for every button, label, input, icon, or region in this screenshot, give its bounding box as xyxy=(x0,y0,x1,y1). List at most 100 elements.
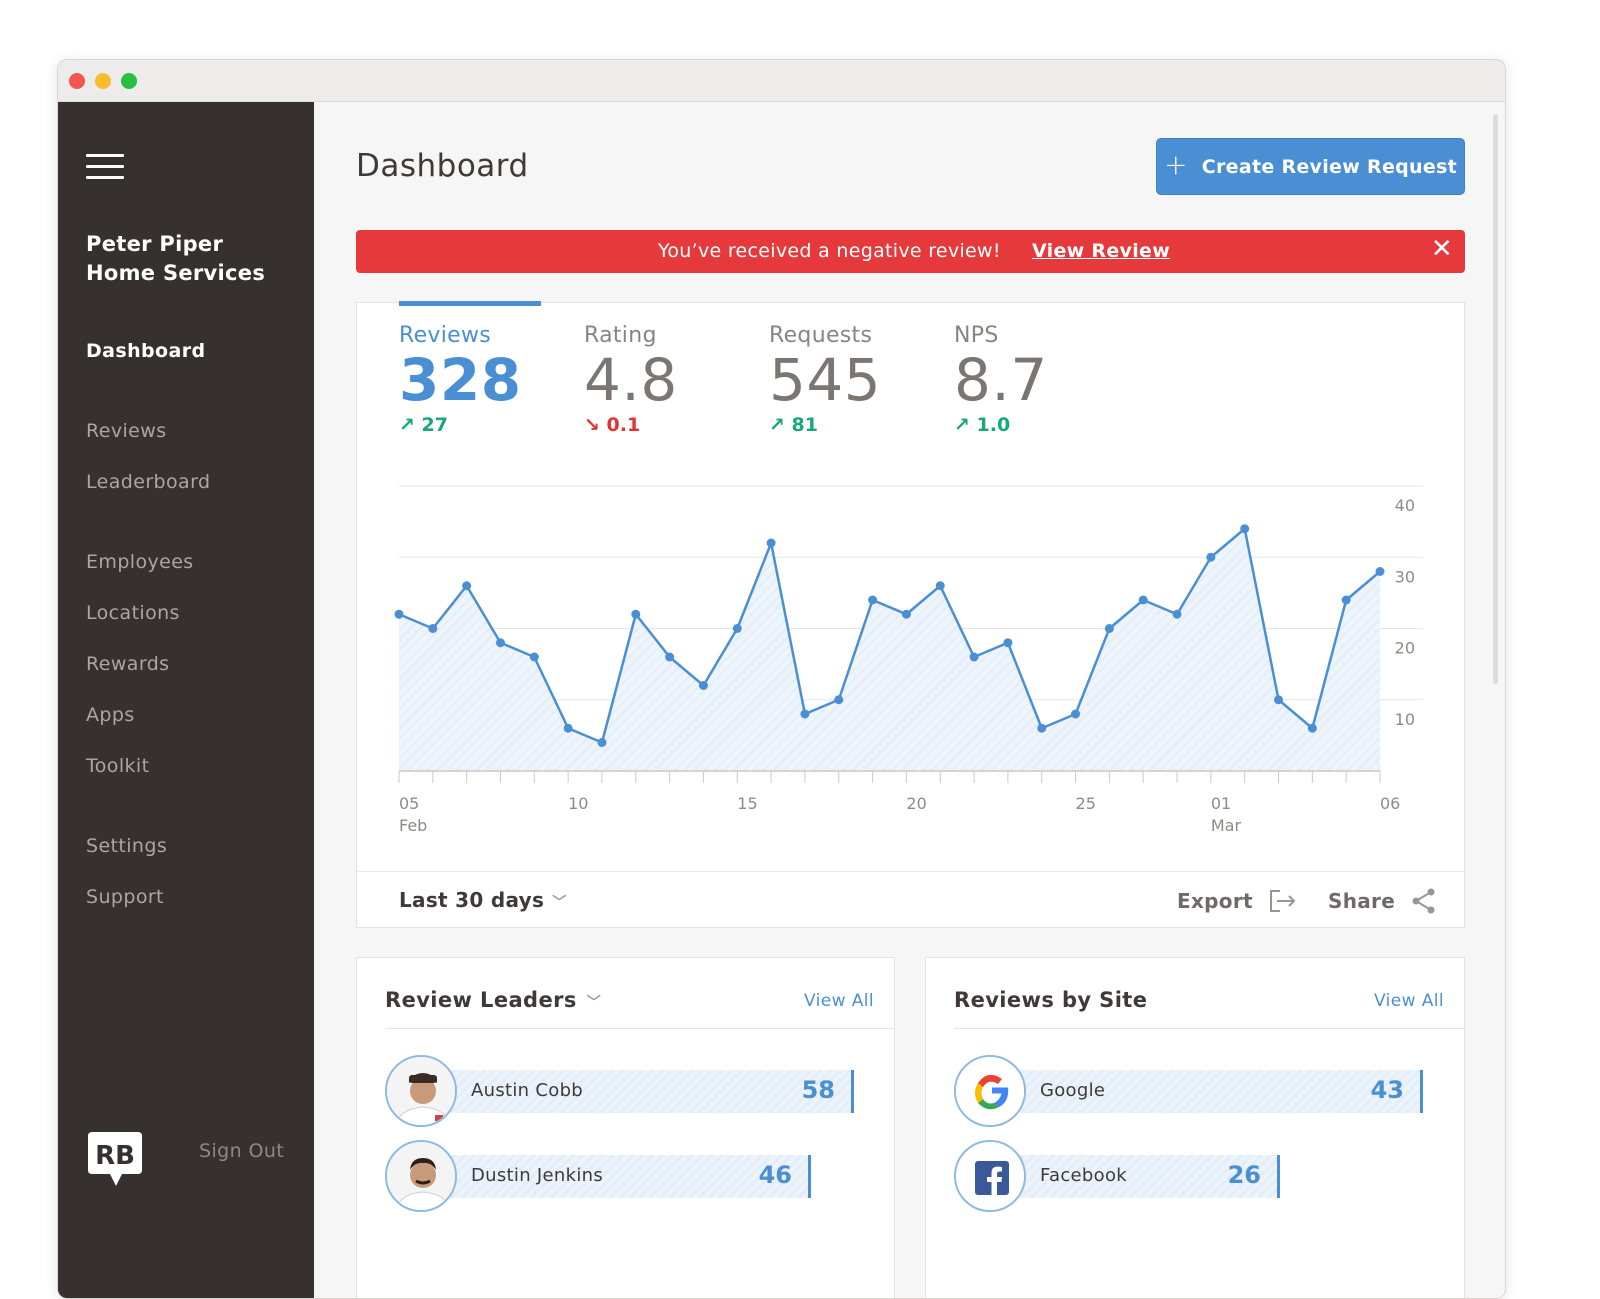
metric-label: Rating xyxy=(584,323,657,348)
site-name: Facebook xyxy=(1040,1165,1127,1186)
view-all-sites-link[interactable]: View All xyxy=(1373,991,1444,1011)
x-tick-label: 20 xyxy=(906,794,926,813)
sidebar-item-rewards[interactable]: Rewards xyxy=(86,653,170,675)
site-bar-end xyxy=(1277,1155,1280,1198)
logo-text: RB xyxy=(95,1141,135,1171)
avatar xyxy=(385,1140,457,1212)
metric-value: 545 xyxy=(769,346,882,414)
x-tick-label: 05 xyxy=(399,794,419,813)
sidebar-item-employees[interactable]: Employees xyxy=(86,551,194,573)
metric-change: ↗ 1.0 xyxy=(954,414,1134,436)
data-point xyxy=(1071,709,1081,719)
leader-row[interactable]: Dustin Jenkins 46 xyxy=(385,1140,865,1214)
leader-bar-end xyxy=(808,1155,811,1198)
y-tick-label: 30 xyxy=(1395,567,1415,586)
review-leaders-title[interactable]: Review Leaders ﹀ xyxy=(385,988,601,1012)
plus-icon: + xyxy=(1163,148,1188,181)
sidebar-item-dashboard[interactable]: Dashboard xyxy=(86,340,206,362)
data-point xyxy=(394,609,404,619)
data-point xyxy=(766,538,776,548)
main-content: Dashboard + Create Review Request You’ve… xyxy=(314,102,1505,1298)
leader-bar-end xyxy=(851,1070,854,1113)
reviews-by-site-title: Reviews by Site xyxy=(954,988,1148,1012)
data-point xyxy=(529,652,539,662)
site-row[interactable]: Facebook 26 xyxy=(954,1140,1434,1214)
leader-count: 46 xyxy=(758,1161,792,1189)
data-point xyxy=(563,723,573,733)
data-point xyxy=(935,581,945,591)
export-label: Export xyxy=(1177,889,1253,913)
negative-review-alert: You’ve received a negative review! View … xyxy=(356,230,1465,273)
sidebar-item-apps[interactable]: Apps xyxy=(86,704,135,726)
chevron-down-icon: ﹀ xyxy=(552,895,567,911)
brand-logo[interactable]: RB xyxy=(86,1130,144,1188)
data-point xyxy=(1341,595,1351,605)
data-point xyxy=(698,681,708,690)
sidebar-item-settings[interactable]: Settings xyxy=(86,835,168,857)
sign-out-link[interactable]: Sign Out xyxy=(199,1140,285,1162)
minimize-window-button[interactable] xyxy=(95,73,111,89)
leader-count: 58 xyxy=(801,1076,835,1104)
x-tick-label: 06 xyxy=(1380,794,1400,813)
x-tick-label: 25 xyxy=(1076,794,1096,813)
leader-name: Austin Cobb xyxy=(471,1080,584,1101)
sidebar: Peter Piper Home Services Dashboard Revi… xyxy=(58,102,314,1298)
close-icon[interactable]: ✕ xyxy=(1430,234,1453,264)
panel-footer-divider xyxy=(357,871,1464,872)
y-tick-label: 10 xyxy=(1395,710,1415,729)
metric-tab-reviews[interactable]: Reviews 328 ↗ 27 xyxy=(399,323,579,436)
sidebar-item-locations[interactable]: Locations xyxy=(86,602,180,624)
data-point xyxy=(1003,638,1013,648)
page-title: Dashboard xyxy=(356,148,529,184)
create-review-request-button[interactable]: + Create Review Request xyxy=(1156,138,1465,195)
sidebar-item-leaderboard[interactable]: Leaderboard xyxy=(86,471,211,493)
metric-tab-nps[interactable]: NPS 8.7 ↗ 1.0 xyxy=(954,323,1134,436)
scrollbar[interactable] xyxy=(1493,114,1498,684)
site-row[interactable]: Google 43 xyxy=(954,1055,1434,1129)
avatar xyxy=(385,1055,457,1127)
sidebar-item-reviews[interactable]: Reviews xyxy=(86,420,167,442)
export-button[interactable]: Export xyxy=(1177,888,1298,914)
window-titlebar xyxy=(58,60,1505,102)
metric-value: 8.7 xyxy=(954,346,1048,414)
maximize-window-button[interactable] xyxy=(121,73,137,89)
data-point xyxy=(901,609,911,619)
card-divider xyxy=(385,1028,894,1029)
sidebar-item-toolkit[interactable]: Toolkit xyxy=(86,755,150,777)
company-name-line1: Peter Piper xyxy=(86,232,224,256)
metric-tab-rating[interactable]: Rating 4.8 ↘ 0.1 xyxy=(584,323,764,436)
reviews-chart: 40 30 20 10 05 Feb 10 15 20 25 01 Mar 06 xyxy=(394,485,1423,835)
data-point xyxy=(597,738,607,747)
sidebar-item-support[interactable]: Support xyxy=(86,886,164,908)
close-window-button[interactable] xyxy=(69,73,85,89)
create-review-request-label: Create Review Request xyxy=(1201,155,1458,178)
y-tick-label: 20 xyxy=(1395,639,1415,658)
leader-row[interactable]: Austin Cobb 58 xyxy=(385,1055,865,1129)
company-name: Peter Piper Home Services xyxy=(86,230,265,288)
metric-tab-requests[interactable]: Requests 545 ↗ 81 xyxy=(769,323,949,436)
site-count: 43 xyxy=(1370,1076,1404,1104)
card-title-text: Review Leaders xyxy=(385,988,577,1012)
metric-change-value: 0.1 xyxy=(606,414,641,436)
arrow-up-icon: ↗ xyxy=(769,414,785,436)
alert-message: You’ve received a negative review! xyxy=(658,240,1001,262)
data-point xyxy=(462,581,472,591)
chevron-down-icon: ﹀ xyxy=(586,995,602,1011)
view-review-link[interactable]: View Review xyxy=(1032,240,1171,262)
share-button[interactable]: Share xyxy=(1328,888,1438,914)
leader-bar xyxy=(443,1155,810,1198)
site-bar-end xyxy=(1420,1070,1423,1113)
arrow-up-icon: ↗ xyxy=(399,414,415,436)
view-all-leaders-link[interactable]: View All xyxy=(803,991,874,1011)
date-range-label: Last 30 days xyxy=(399,888,545,912)
data-point xyxy=(1172,609,1182,619)
data-point xyxy=(1206,552,1216,562)
menu-icon[interactable] xyxy=(86,154,126,180)
data-point xyxy=(1274,695,1284,705)
reviews-series-line xyxy=(398,527,1381,744)
date-range-dropdown[interactable]: Last 30 days ﹀ xyxy=(399,888,567,912)
x-tick-label: 10 xyxy=(568,794,588,813)
x-tick-sublabel: Feb xyxy=(399,816,427,835)
company-name-line2: Home Services xyxy=(86,261,266,285)
metric-label: NPS xyxy=(954,323,999,348)
